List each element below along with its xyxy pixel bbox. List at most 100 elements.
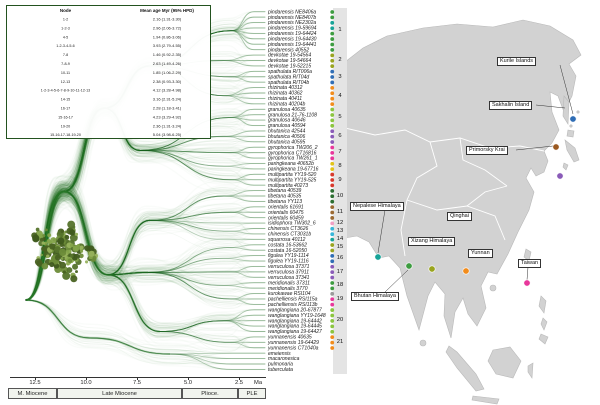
- tip-dot: [330, 91, 335, 95]
- tip-row: multipartita YY19-525: [268, 177, 335, 182]
- tip-label: costata 16-52050: [268, 247, 307, 253]
- clade-number-14: 14: [336, 236, 344, 243]
- tip-label: tibetana 40539: [268, 187, 302, 194]
- age-cell: 2.16 (1.31-3.30): [152, 17, 182, 22]
- tip-label: spathulata RIT04b: [268, 79, 310, 85]
- tip-dot: [330, 188, 335, 193]
- tip-label: verruculosa 37341: [268, 274, 310, 280]
- island: [538, 333, 549, 345]
- tip-dot: [330, 324, 335, 328]
- tip-label: tibetana YY113: [268, 198, 303, 205]
- tip-dot: [330, 210, 335, 215]
- tip-row: rhizinata 40362: [268, 90, 335, 96]
- age-cell: 3.93 (2.79-4.55): [152, 43, 182, 49]
- tip-row: pindarensis 19-64441: [268, 42, 335, 47]
- tip-row: devkotae 19-54564: [268, 52, 335, 58]
- clade-number-strip: 1 2 3 4 5 6 7 8 9 10 11 12 13 14 15 16 17 18 19 20 21: [333, 8, 347, 374]
- tip-dot: [330, 329, 335, 334]
- tip-label: granulosa 40635: [268, 106, 306, 112]
- tip-label: macaronesica: [268, 355, 300, 362]
- tip-dot: [330, 307, 335, 312]
- age-cell: 4.12 (3.28-4.98): [152, 88, 182, 93]
- tip-label: wanglangiana 19-64445: [268, 323, 322, 329]
- tip-dot: [330, 123, 335, 128]
- tip-dot: [330, 302, 335, 307]
- tip-dot: [330, 20, 335, 25]
- tip-label: spathulata RIT006a: [268, 68, 312, 75]
- tip-row: meridionalis 3770: [268, 285, 335, 291]
- tip-dot: [330, 112, 335, 117]
- tip-dot: [330, 85, 335, 90]
- leader-line: [515, 145, 554, 151]
- node-cell: 7-8-9: [61, 61, 70, 66]
- tip-label: rhizinata 40411: [268, 95, 303, 102]
- tip-dot: [330, 64, 335, 68]
- border-line: [400, 199, 408, 257]
- tip-row: yunnanensis CT1040a: [268, 345, 335, 350]
- tip-dot: [330, 177, 335, 182]
- axis-tick-label: 7.5: [132, 380, 142, 386]
- tip-label: kurokawae RSI104: [268, 290, 311, 297]
- node-cell: 15-16-17: [58, 114, 73, 120]
- clade-number-9: 9: [338, 176, 342, 183]
- tip-label: wanglangiana YY19-1648: [268, 312, 326, 318]
- node-age-table: Node Mean age Myr (95% HPD) 1-2 2.16 (1.3…: [6, 5, 211, 139]
- tip-dot: [330, 101, 335, 106]
- border-line: [345, 127, 545, 152]
- island: [540, 317, 548, 331]
- leader-line: [526, 266, 529, 281]
- tip-row: paringkeana 40652b: [268, 161, 335, 166]
- tip-row: meridionalis 37311: [268, 280, 335, 286]
- tip-row: bhutanica 42544: [268, 128, 335, 134]
- tip-dot: [330, 297, 335, 301]
- tip-label: pachelliensis RSI115a: [268, 296, 318, 302]
- tip-label: granulosa 21-76-1108: [268, 111, 317, 118]
- tip-label: yunnanensis 19-64429: [268, 339, 319, 346]
- tip-label: meridionalis 37311: [268, 280, 310, 286]
- age-cell: 4.23 (3.29-4.92): [152, 114, 182, 120]
- tip-dot: [330, 345, 335, 350]
- tip-dot: [330, 129, 335, 133]
- tip-row: bhutanica 40595: [268, 139, 335, 145]
- node-cell: 1-2-3-4-5-6: [56, 43, 75, 49]
- tip-dot: [330, 280, 335, 285]
- tip-dot: [330, 31, 335, 36]
- tip-label: wanglangiana 20-67877: [268, 307, 322, 313]
- tip-row: wanglangiana YY19-1648: [268, 312, 335, 318]
- tip-row: rhizinata 40411: [268, 95, 335, 102]
- node-cell: 16-17: [60, 105, 71, 111]
- tip-row: orientalis 60459: [268, 215, 335, 220]
- node-cell: 10-11: [60, 70, 71, 75]
- tip-dot: [330, 313, 335, 318]
- tip-row: costata 16-52050: [268, 247, 335, 253]
- tip-row: spathulata RIT04d: [268, 74, 335, 79]
- clade-number-13: 13: [336, 228, 344, 235]
- node-table-row: 7-8 1.46 (0.92-2.35): [7, 51, 210, 60]
- map-marker: [405, 262, 413, 270]
- tip-row: figulea YY19-1116: [268, 258, 335, 264]
- island: [445, 345, 485, 392]
- clade-number-18: 18: [336, 282, 344, 289]
- node-cell: 19-20: [60, 123, 71, 129]
- tip-dot: [330, 36, 335, 41]
- map-marker: [552, 143, 560, 151]
- clade-number-2: 2: [338, 57, 342, 64]
- map-label-nepalese-himalaya: Nepalese Himalaya: [350, 202, 404, 211]
- tip-row: pulmonaria: [268, 361, 334, 366]
- tip-label: rhizinata 40312: [268, 84, 303, 91]
- node-cell: 12-13: [60, 79, 71, 84]
- tip-dot: [330, 80, 335, 85]
- tip-label: figulea YY19-1116: [268, 258, 309, 264]
- tip-dot: [330, 172, 335, 177]
- tip-label: paringkeana 19-67716: [268, 166, 319, 172]
- map-marker: [428, 265, 436, 273]
- tip-label: costata 16-53662: [268, 242, 307, 248]
- clade-number-10: 10: [336, 192, 344, 199]
- tip-row: multipartita 40273: [268, 182, 335, 188]
- tip-row: chinensis CT3031b: [268, 231, 335, 237]
- age-cell: 1.94 (0.86-3.06): [152, 34, 182, 40]
- period-plioce-: Plioce.: [182, 388, 238, 399]
- tip-row: pindarensis 19-59694: [268, 25, 335, 31]
- map-label-taiwan: Taiwan: [518, 259, 542, 268]
- node-table-row: 16-17 2.28 (1.18-3.41): [7, 104, 210, 113]
